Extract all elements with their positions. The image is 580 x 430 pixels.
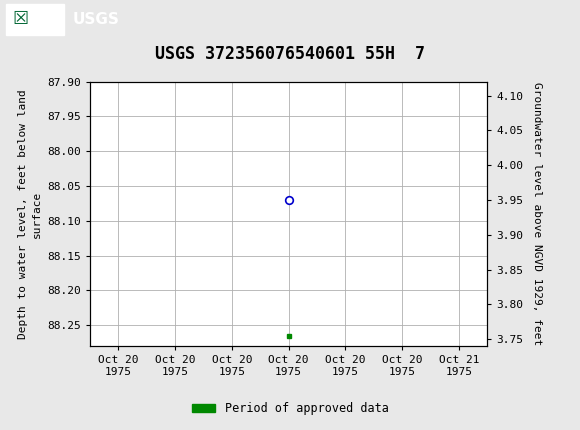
Legend: Period of approved data: Period of approved data bbox=[187, 397, 393, 420]
Y-axis label: Depth to water level, feet below land
surface: Depth to water level, feet below land su… bbox=[17, 89, 42, 339]
Bar bbox=[6, 4, 64, 35]
Text: ☒: ☒ bbox=[12, 10, 28, 28]
Y-axis label: Groundwater level above NGVD 1929, feet: Groundwater level above NGVD 1929, feet bbox=[531, 82, 542, 346]
Text: USGS 372356076540601 55H  7: USGS 372356076540601 55H 7 bbox=[155, 45, 425, 63]
Text: USGS: USGS bbox=[72, 12, 119, 27]
